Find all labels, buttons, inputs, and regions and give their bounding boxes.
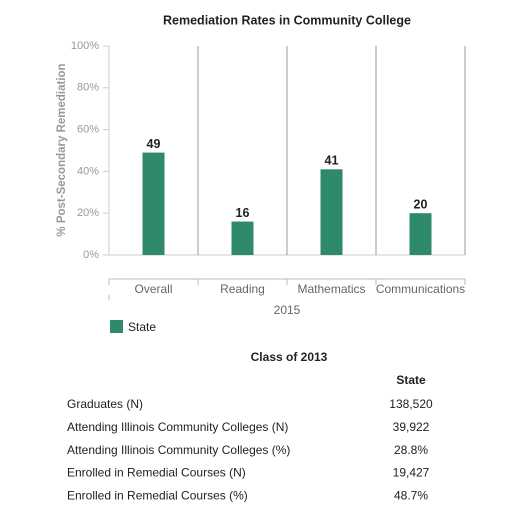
legend-label: State (128, 320, 156, 334)
data-label: 20 (414, 197, 428, 211)
table-title: Class of 2013 (251, 350, 328, 364)
row-label: Enrolled in Remedial Courses (%) (67, 488, 248, 502)
data-label: 16 (236, 206, 250, 220)
table-header: State (396, 373, 426, 387)
data-label: 41 (325, 154, 339, 168)
y-axis-label: % Post-Secondary Remediation (56, 63, 68, 236)
x-tick-label: Overall (134, 282, 172, 296)
y-tick-label: 0% (83, 249, 99, 261)
y-tick-label: 40% (77, 165, 99, 177)
row-label: Attending Illinois Community Colleges (N… (67, 420, 288, 434)
x-tick-label: Mathematics (297, 282, 365, 296)
data-label: 49 (147, 137, 161, 151)
row-label: Enrolled in Remedial Courses (N) (67, 466, 246, 480)
row-value: 39,922 (393, 420, 430, 434)
bar (320, 169, 343, 255)
row-value: 138,520 (389, 397, 433, 411)
bar (231, 221, 254, 255)
y-tick-label: 20% (77, 207, 99, 219)
row-label: Graduates (N) (67, 397, 143, 411)
y-tick-label: 60% (77, 124, 99, 136)
x-tick-label: Reading (220, 282, 265, 296)
legend-swatch (110, 320, 123, 333)
row-value: 19,427 (393, 466, 430, 480)
bar (409, 213, 432, 255)
bar (142, 152, 165, 255)
x-group-label: 2015 (274, 303, 301, 317)
row-label: Attending Illinois Community Colleges (%… (67, 443, 290, 457)
chart-title: Remediation Rates in Community College (163, 13, 411, 27)
row-value: 48.7% (394, 488, 428, 502)
y-tick-label: 100% (71, 40, 99, 52)
y-tick-label: 80% (77, 82, 99, 94)
row-value: 28.8% (394, 443, 428, 457)
x-tick-label: Communications (376, 282, 465, 296)
